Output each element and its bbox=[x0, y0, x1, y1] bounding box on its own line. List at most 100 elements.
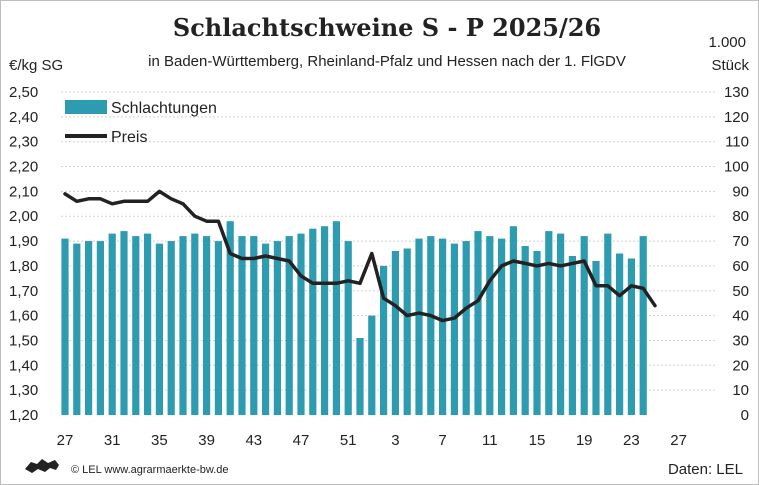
legend-label-schlachtungen: Schlachtungen bbox=[111, 100, 217, 117]
y-right-tick-label: 10 bbox=[732, 382, 749, 399]
y-left-tick-label: 1,50 bbox=[9, 332, 38, 349]
bar bbox=[509, 226, 517, 415]
bar bbox=[262, 243, 270, 415]
y-left-tick-label: 2,50 bbox=[9, 84, 38, 101]
y-left-tick-label: 2,10 bbox=[9, 183, 38, 200]
bar bbox=[226, 221, 234, 415]
y-right-tick-label: 90 bbox=[732, 183, 749, 200]
bar bbox=[132, 236, 140, 415]
y-left-tick-label: 1,30 bbox=[9, 382, 38, 399]
x-tick-label: 15 bbox=[529, 432, 546, 449]
y-right-tick-label: 50 bbox=[732, 283, 749, 300]
bar bbox=[568, 256, 576, 415]
y-left-tick-label: 1,60 bbox=[9, 308, 38, 325]
bar bbox=[85, 241, 93, 415]
y-right-tick-label: 20 bbox=[732, 357, 749, 374]
bar bbox=[545, 231, 553, 415]
bar bbox=[238, 236, 246, 415]
chart-subtitle: in Baden-Württemberg, Rheinland-Pfalz un… bbox=[148, 53, 626, 70]
y-left-tick-label: 1,40 bbox=[9, 357, 38, 374]
y-right-axis-label-line1: 1.000 bbox=[708, 34, 746, 51]
x-tick-label: 35 bbox=[151, 432, 168, 449]
bar bbox=[250, 236, 258, 415]
bar bbox=[155, 243, 163, 415]
bar bbox=[368, 315, 376, 415]
bar bbox=[167, 241, 175, 415]
bar bbox=[462, 241, 470, 415]
x-tick-label: 7 bbox=[438, 432, 446, 449]
bar bbox=[273, 241, 281, 415]
bar bbox=[439, 238, 447, 415]
bar bbox=[592, 261, 600, 415]
y-right-tick-label: 70 bbox=[732, 233, 749, 250]
bar bbox=[214, 241, 222, 415]
preis-line bbox=[63, 189, 657, 323]
x-tick-label: 47 bbox=[293, 432, 310, 449]
y-left-tick-label: 2,30 bbox=[9, 134, 38, 151]
bar bbox=[309, 228, 317, 415]
y-left-tick-label: 2,20 bbox=[9, 159, 38, 176]
y-left-tick-label: 2,40 bbox=[9, 109, 38, 126]
bar bbox=[557, 233, 565, 415]
bar bbox=[415, 238, 423, 415]
y-right-tick-label: 80 bbox=[732, 208, 749, 225]
bar bbox=[179, 236, 187, 415]
footer-source: Daten: LEL bbox=[668, 461, 743, 478]
x-tick-label: 43 bbox=[245, 432, 262, 449]
footer-copyright: © LEL www.agrarmaerkte-bw.de bbox=[71, 464, 229, 476]
x-tick-label: 27 bbox=[57, 432, 74, 449]
x-tick-labels: 27 31 35 39 43 47 51 3 7 11 15 19 23 27 bbox=[57, 432, 687, 449]
bar bbox=[356, 338, 364, 415]
bar-series-schlachtungen bbox=[61, 221, 647, 415]
bar bbox=[450, 243, 458, 415]
y-right-tick-label: 30 bbox=[732, 332, 749, 349]
x-tick-label: 23 bbox=[623, 432, 640, 449]
y-right-tick-label: 60 bbox=[732, 258, 749, 275]
y-right-axis-label-line2: Stück bbox=[711, 57, 749, 74]
chart-title: Schlachtschweine S - P 2025/26 bbox=[173, 13, 601, 42]
bar bbox=[604, 233, 612, 415]
lion-logo-icon bbox=[25, 459, 59, 473]
bar bbox=[321, 226, 329, 415]
x-tick-label: 19 bbox=[576, 432, 593, 449]
y-right-tick-label: 120 bbox=[724, 109, 749, 126]
x-tick-label: 3 bbox=[391, 432, 399, 449]
x-tick-label: 31 bbox=[104, 432, 121, 449]
bar bbox=[380, 265, 388, 415]
y-left-tick-label: 2,00 bbox=[9, 208, 38, 225]
legend-swatch-schlachtungen bbox=[65, 100, 107, 114]
bar bbox=[285, 236, 293, 415]
bar bbox=[120, 231, 128, 415]
y-right-tick-label: 40 bbox=[732, 308, 749, 325]
x-tick-label: 27 bbox=[670, 432, 687, 449]
y-right-tick-label: 130 bbox=[724, 84, 749, 101]
y-right-tick-label: 0 bbox=[741, 407, 749, 424]
y-right-tick-label: 110 bbox=[725, 134, 749, 151]
bar bbox=[580, 236, 588, 415]
y-left-tick-label: 1,90 bbox=[9, 233, 38, 250]
bar bbox=[474, 231, 482, 415]
bar bbox=[391, 251, 399, 415]
legend: Schlachtungen Preis bbox=[65, 100, 217, 146]
y-left-axis-label: €/kg SG bbox=[9, 57, 63, 74]
y-right-tick-label: 100 bbox=[724, 159, 749, 176]
bar bbox=[73, 243, 81, 415]
bar bbox=[297, 233, 305, 415]
bar bbox=[627, 258, 635, 415]
legend-label-preis: Preis bbox=[111, 129, 147, 146]
y-left-tick-label: 1,70 bbox=[9, 283, 38, 300]
y-left-tick-label: 1,80 bbox=[9, 258, 38, 275]
bar bbox=[191, 233, 199, 415]
y-left-tick-labels: 1,20 1,30 1,40 1,50 1,60 1,70 1,80 1,90 2,00 2,10… bbox=[9, 84, 38, 424]
bar bbox=[486, 236, 494, 415]
bar bbox=[403, 248, 411, 415]
bar bbox=[108, 233, 116, 415]
x-tick-label: 39 bbox=[198, 432, 215, 449]
bar bbox=[61, 238, 69, 415]
y-left-tick-label: 1,20 bbox=[9, 407, 38, 424]
bar bbox=[498, 238, 506, 415]
x-tick-label: 11 bbox=[482, 432, 498, 449]
line-series-preis bbox=[63, 189, 657, 323]
